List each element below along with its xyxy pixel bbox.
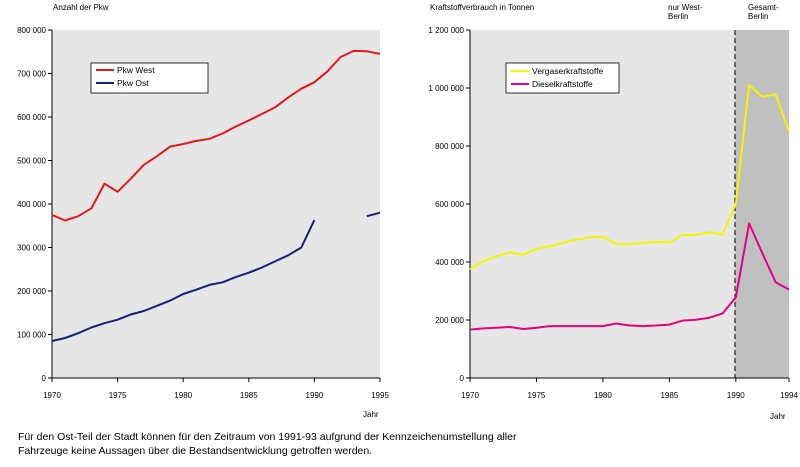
legend-label-vergaser: Vergaserkraftstoffe: [532, 66, 603, 76]
legend: Vergaserkraftstoffe Dieselkraftstoffe: [505, 62, 620, 94]
x-tick-label: 1970: [43, 391, 61, 400]
y-tick-label: 100 000: [17, 331, 46, 340]
x-tick-label: 1990: [306, 391, 324, 400]
series-line-pkw-ost: [51, 219, 316, 342]
y-tick-label: 0: [42, 374, 47, 383]
x-tick-label: 1985: [660, 391, 678, 400]
x-axis-label: Jahr: [363, 410, 379, 419]
y-tick-label: 200 000: [435, 316, 464, 325]
footnote-line-1: Für den Ost-Teil der Stadt können für de…: [18, 431, 517, 443]
y-axis-label: Kraftstoffverbrauch in Tonnen: [430, 3, 534, 12]
series-line-dieselkraftstoffe: [469, 222, 790, 331]
x-tick-label: 1995: [371, 391, 389, 400]
legend-label-pkw-west: Pkw West: [117, 65, 155, 75]
x-tick-label: 1980: [594, 391, 612, 400]
series-line-pkw-ost: [366, 211, 381, 218]
y-tick-label: 1 200 000: [428, 26, 464, 35]
region-label-gesamt: Gesamt-Berlin: [748, 3, 779, 21]
y-tick-label: 600 000: [17, 113, 46, 122]
x-tick-label: 1985: [240, 391, 258, 400]
x-tick-label: 1975: [109, 391, 127, 400]
y-tick-label: 1 000 000: [428, 84, 464, 93]
kraftstoff-chart: Kraftstoffverbrauch in Tonnen Jahr nur W…: [428, 3, 798, 421]
series-line-vergaserkraftstoffe: [469, 84, 790, 271]
y-tick-label: 400 000: [435, 258, 464, 267]
pkw-chart: Anzahl der Pkw Jahr 0 100 000 200 000 300 0…: [17, 3, 389, 419]
footnote-line-2: Fahrzeuge keine Aussagen über die Bestan…: [18, 445, 373, 457]
y-tick-label: 400 000: [17, 200, 46, 209]
footnote: Für den Ost-Teil der Stadt können für de…: [18, 430, 778, 458]
y-tick-label: 700 000: [17, 70, 46, 79]
y-tick-label: 500 000: [17, 157, 46, 166]
y-tick-label: 0: [460, 374, 465, 383]
region-label-west: nur West-Berlin: [668, 3, 703, 21]
x-tick-label: 1994: [780, 391, 798, 400]
y-tick-label: 200 000: [17, 287, 46, 296]
legend-label-diesel: Dieselkraftstoffe: [532, 79, 593, 89]
legend-label-pkw-ost: Pkw Ost: [117, 78, 149, 88]
x-axis-label: Jahr: [770, 412, 786, 421]
y-tick-label: 800 000: [17, 26, 46, 35]
x-tick-label: 1970: [461, 391, 479, 400]
x-tick-label: 1975: [528, 391, 546, 400]
x-tick-label: 1990: [727, 391, 745, 400]
x-tick-label: 1980: [174, 391, 192, 400]
y-tick-label: 800 000: [435, 142, 464, 151]
legend: Pkw West Pkw Ost: [90, 62, 209, 94]
y-tick-label: 300 000: [17, 244, 46, 253]
region-gesamt-berlin: [735, 30, 789, 378]
series-line-pkw-west: [51, 49, 381, 222]
y-axis-label: Anzahl der Pkw: [53, 3, 109, 12]
y-tick-label: 600 000: [435, 200, 464, 209]
